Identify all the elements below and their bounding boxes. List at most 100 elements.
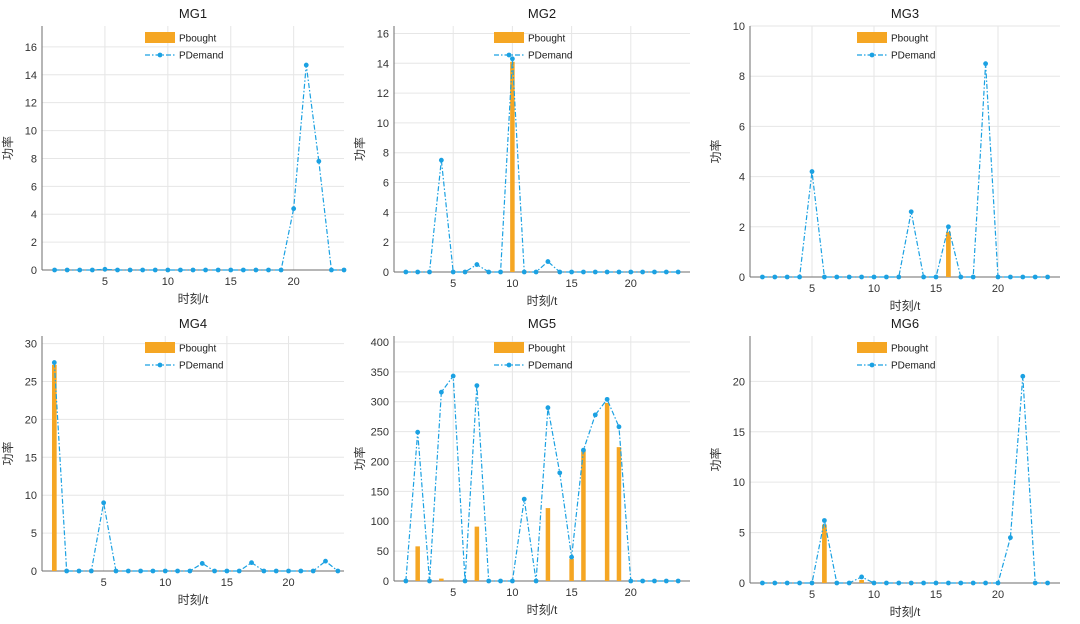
legend-swatch-pbought — [857, 342, 887, 353]
chart-mg4: 0 5 10 15 20 25 30 5 10 15 20 MG4 时刻/t 功率 Pbought PDema… — [0, 316, 344, 607]
point-pdemand — [946, 580, 951, 586]
point-pdemand — [101, 500, 107, 506]
y-tick-label: 8 — [739, 71, 745, 83]
legend-swatch-pbought — [145, 32, 175, 43]
chart-mg5: 0 50 100 150 200 250 300 350 400 5 10 15 20 MG5 时刻/t 功率… — [352, 316, 690, 617]
legend-label-pdemand: PDemand — [891, 51, 935, 62]
point-pdemand — [995, 580, 1001, 586]
point-pdemand — [298, 568, 304, 574]
y-tick-label: 150 — [371, 486, 389, 498]
point-pdemand — [498, 578, 503, 584]
point-pdemand — [438, 389, 444, 395]
point-pdemand — [970, 274, 976, 280]
bar-pbought — [946, 231, 951, 277]
point-pdemand — [908, 580, 914, 586]
point-pdemand — [809, 580, 815, 586]
point-pdemand — [616, 269, 622, 275]
point-pdemand — [663, 269, 669, 275]
chart-title: MG5 — [528, 316, 556, 331]
point-pdemand — [266, 267, 271, 273]
point-pdemand — [921, 580, 926, 586]
point-pdemand — [1008, 274, 1013, 280]
point-pdemand — [510, 578, 515, 584]
y-axis-label: 功率 — [0, 441, 15, 465]
point-pdemand — [115, 267, 120, 273]
y-tick-label: 2 — [739, 222, 745, 234]
point-pdemand — [113, 568, 119, 574]
point-pdemand — [822, 518, 827, 523]
bar-pbought — [616, 447, 622, 581]
point-pdemand — [784, 580, 790, 586]
x-tick-label: 20 — [992, 589, 1004, 601]
point-pdemand — [138, 568, 144, 574]
y-tick-label: 0 — [31, 566, 37, 578]
y-tick-label: 12 — [377, 88, 389, 100]
chart-panel-mg2: 0 2 4 6 8 10 12 14 16 5 10 15 20 MG2 时刻/t 功率 Pbought PDem… — [352, 0, 720, 312]
y-tick-label: 20 — [25, 414, 37, 426]
legend-label-pbought: Pbought — [179, 34, 216, 45]
point-pdemand — [958, 274, 964, 280]
point-pdemand — [663, 578, 669, 584]
x-tick-label: 15 — [221, 577, 233, 589]
chart-panel-mg3: 0 2 4 6 8 10 5 10 15 20 MG3 时刻/t 功率 Pbought PDemand — [708, 0, 1080, 313]
y-tick-label: 10 — [733, 21, 745, 33]
legend-marker-pdemand — [157, 362, 163, 368]
y-tick-label: 30 — [25, 339, 37, 351]
legend-marker-pdemand — [506, 52, 512, 58]
chart-title: MG6 — [891, 316, 919, 331]
y-tick-label: 12 — [25, 98, 37, 110]
point-pdemand — [521, 496, 527, 502]
point-pdemand — [592, 412, 598, 418]
point-pdemand — [569, 554, 574, 560]
point-pdemand — [403, 269, 409, 275]
point-pdemand — [675, 269, 681, 275]
x-tick-label: 10 — [159, 577, 171, 589]
point-pdemand — [236, 568, 242, 574]
point-pdemand — [760, 274, 765, 280]
point-pdemand — [652, 269, 657, 275]
point-pdemand — [652, 578, 657, 584]
point-pdemand — [797, 580, 802, 586]
point-pdemand — [415, 429, 421, 435]
line-pdemand — [54, 64, 344, 271]
x-tick-label: 15 — [930, 283, 942, 295]
y-tick-label: 16 — [25, 42, 37, 54]
point-pdemand — [273, 568, 279, 574]
point-pdemand — [884, 580, 889, 586]
x-tick-label: 10 — [506, 587, 518, 599]
point-pdemand — [438, 157, 444, 163]
point-pdemand — [1008, 535, 1013, 541]
point-pdemand — [175, 568, 180, 574]
y-tick-label: 350 — [371, 367, 389, 379]
point-pdemand — [592, 269, 598, 275]
point-pdemand — [1032, 580, 1038, 586]
legend-label-pbought: Pbought — [891, 34, 928, 45]
x-tick-label: 5 — [809, 283, 815, 295]
point-pdemand — [921, 274, 926, 280]
point-pdemand — [253, 267, 259, 273]
point-pdemand — [772, 274, 778, 280]
point-pdemand — [165, 267, 171, 273]
bar-pbought — [51, 364, 57, 571]
point-pdemand — [140, 267, 146, 273]
point-pdemand — [291, 206, 297, 212]
y-tick-label: 20 — [733, 376, 745, 388]
chart-panel-mg6: 0 5 10 15 20 5 10 15 20 MG6 时刻/t 功率 Pbought PDemand — [708, 312, 1080, 624]
x-tick-label: 20 — [282, 577, 294, 589]
point-pdemand — [871, 580, 877, 586]
legend-label-pdemand: PDemand — [528, 51, 572, 62]
y-tick-label: 16 — [377, 28, 389, 40]
point-pdemand — [510, 56, 515, 62]
legend-label-pdemand: PDemand — [528, 361, 572, 372]
point-pdemand — [102, 266, 108, 272]
point-pdemand — [415, 269, 421, 275]
bar-pbought — [474, 526, 480, 581]
point-pdemand — [310, 568, 316, 574]
bar-pbought — [569, 558, 574, 581]
legend-swatch-pbought — [857, 32, 887, 43]
legend-swatch-pbought — [145, 342, 175, 353]
bar-pbought — [545, 508, 551, 581]
x-tick-label: 5 — [102, 276, 108, 288]
point-pdemand — [316, 158, 322, 164]
point-pdemand — [581, 447, 586, 453]
